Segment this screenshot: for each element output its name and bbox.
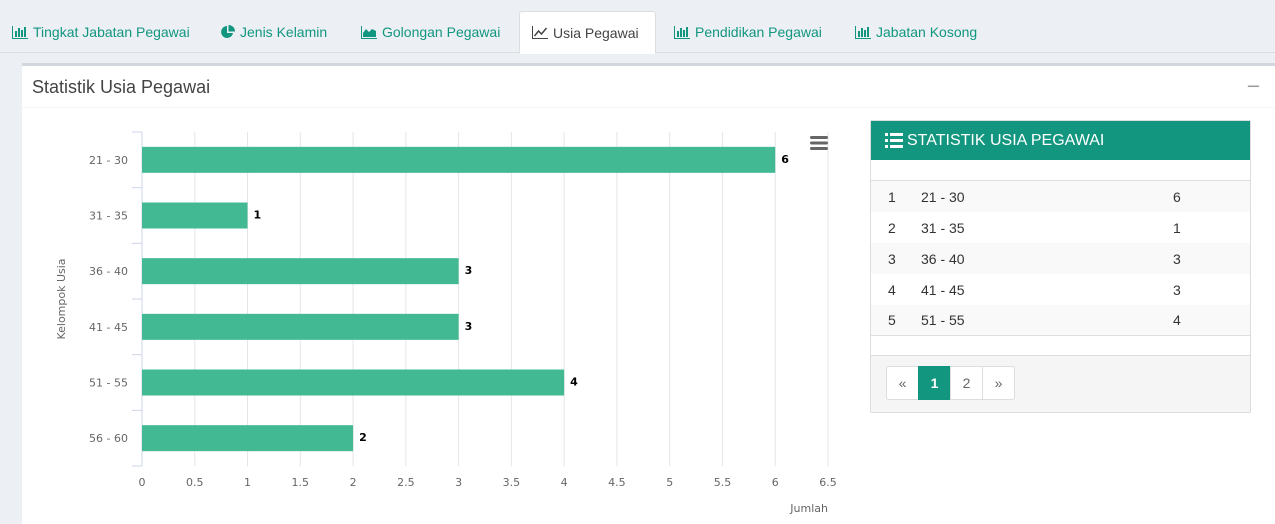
pie-chart-icon bbox=[221, 25, 235, 38]
bar bbox=[142, 313, 459, 340]
bar-chart-icon bbox=[855, 25, 871, 39]
tab-golongan-pegawai[interactable]: Golongan Pegawai bbox=[349, 11, 512, 53]
row-age-range: 21 - 30 bbox=[921, 188, 965, 205]
tab-jabatan-kosong[interactable]: Jabatan Kosong bbox=[843, 11, 989, 53]
x-tick-label: 6.5 bbox=[819, 476, 837, 489]
row-age-range: 41 - 45 bbox=[921, 281, 965, 298]
tab-jenis-kelamin[interactable]: Jenis Kelamin bbox=[209, 11, 339, 53]
pagination-prev[interactable]: « bbox=[886, 366, 919, 400]
tab-pendidikan-pegawai[interactable]: Pendidikan Pegawai bbox=[662, 11, 834, 53]
age-bar-chart: 0 0.5 1 1.5 2 2.5 3 3.5 4 4.5 5 5.5 6 6.5 21 - 30 6 31 -… bbox=[52, 124, 872, 524]
x-tick-label: 6 bbox=[772, 476, 779, 489]
row-count: 4 bbox=[1173, 312, 1181, 328]
panel-footer: « 1 2 » bbox=[871, 355, 1250, 412]
bar bbox=[142, 369, 565, 396]
data-label: 3 bbox=[465, 320, 473, 333]
area-chart-icon bbox=[361, 25, 377, 39]
data-label: 6 bbox=[781, 153, 789, 166]
pagination: « 1 2 » bbox=[886, 366, 1015, 400]
table-row: 1 21 - 30 6 bbox=[871, 181, 1250, 212]
row-number: 1 bbox=[888, 188, 896, 205]
tab-label: Jabatan Kosong bbox=[876, 24, 978, 40]
pagination-page-2[interactable]: 2 bbox=[950, 366, 983, 400]
row-number: 3 bbox=[888, 250, 896, 267]
panel-title: STATISTIK USIA PEGAWAI bbox=[907, 131, 1105, 149]
x-tick-label: 3 bbox=[455, 476, 462, 489]
bar bbox=[142, 258, 459, 285]
data-label: 1 bbox=[254, 209, 262, 222]
row-count: 3 bbox=[1173, 250, 1181, 267]
x-tick-label: 1.5 bbox=[292, 476, 310, 489]
y-tick-label: 31 - 35 bbox=[89, 210, 128, 223]
table-row: 4 41 - 45 3 bbox=[871, 274, 1250, 305]
row-age-range: 51 - 55 bbox=[921, 312, 965, 328]
x-tick-label: 4 bbox=[561, 476, 568, 489]
pagination-page-1[interactable]: 1 bbox=[918, 366, 951, 400]
row-count: 3 bbox=[1173, 281, 1181, 298]
y-tick-label: 36 - 40 bbox=[89, 265, 128, 278]
statistics-table: 1 21 - 30 6 2 31 - 35 1 3 36 - 40 3 4 41… bbox=[871, 180, 1250, 336]
row-number: 5 bbox=[888, 312, 896, 328]
row-age-range: 36 - 40 bbox=[921, 250, 965, 267]
y-tick-label: 21 - 30 bbox=[89, 154, 128, 167]
row-number: 4 bbox=[888, 281, 896, 298]
tab-label: Golongan Pegawai bbox=[382, 24, 501, 40]
data-label: 2 bbox=[359, 431, 367, 444]
tab-label: Usia Pegawai bbox=[553, 24, 639, 41]
tab-bar: Tingkat Jabatan Pegawai Jenis Kelamin Go… bbox=[0, 0, 1275, 54]
collapse-button[interactable]: − bbox=[1245, 76, 1261, 97]
bar bbox=[142, 146, 776, 173]
line-chart-icon bbox=[532, 26, 548, 39]
row-count: 6 bbox=[1173, 188, 1181, 205]
row-age-range: 31 - 35 bbox=[921, 219, 965, 236]
x-tick-label: 5 bbox=[666, 476, 673, 489]
bar-chart-icon bbox=[674, 25, 690, 39]
x-tick-label: 1 bbox=[244, 476, 251, 489]
x-tick-label: 0.5 bbox=[186, 476, 204, 489]
chart-svg: 0 0.5 1 1.5 2 2.5 3 3.5 4 4.5 5 5.5 6 6.5 21 - 30 6 31 -… bbox=[55, 131, 837, 515]
table-row: 3 36 - 40 3 bbox=[871, 243, 1250, 274]
tab-label: Pendidikan Pegawai bbox=[695, 24, 822, 40]
x-tick-label: 2.5 bbox=[397, 476, 415, 489]
x-tick-label: 4.5 bbox=[608, 476, 626, 489]
data-label: 4 bbox=[570, 376, 578, 389]
tab-label: Tingkat Jabatan Pegawai bbox=[33, 24, 190, 40]
panel-heading: STATISTIK USIA PEGAWAI bbox=[871, 121, 1250, 160]
chart-menu-icon[interactable] bbox=[810, 136, 828, 150]
bar-chart-icon bbox=[12, 25, 28, 39]
bar bbox=[142, 425, 354, 452]
tab-tingkat-jabatan-pegawai[interactable]: Tingkat Jabatan Pegawai bbox=[0, 11, 202, 53]
box-header: Statistik Usia Pegawai − bbox=[22, 66, 1275, 108]
y-axis-title: Kelompok Usia bbox=[55, 258, 68, 339]
y-tick-label: 41 - 45 bbox=[89, 321, 128, 334]
y-tick-label: 56 - 60 bbox=[89, 432, 128, 445]
row-number: 2 bbox=[888, 219, 896, 236]
statistics-table-panel: STATISTIK USIA PEGAWAI 1 21 - 30 6 2 31 … bbox=[870, 120, 1251, 413]
statistics-box: Statistik Usia Pegawai − 0 0.5 1 1.5 2 2.5 3 3.… bbox=[22, 63, 1275, 524]
data-label: 3 bbox=[465, 264, 473, 277]
tab-label: Jenis Kelamin bbox=[240, 24, 328, 40]
y-tick-label: 51 - 55 bbox=[89, 377, 128, 390]
list-icon bbox=[885, 133, 903, 148]
table-row: 2 31 - 35 1 bbox=[871, 212, 1250, 243]
x-tick-label: 5.5 bbox=[714, 476, 732, 489]
x-axis-title: Jumlah bbox=[789, 502, 828, 515]
row-count: 1 bbox=[1173, 219, 1181, 236]
x-tick-label: 2 bbox=[350, 476, 357, 489]
pagination-next[interactable]: » bbox=[982, 366, 1015, 400]
x-tick-label: 3.5 bbox=[503, 476, 521, 489]
table-row: 5 51 - 55 4 bbox=[871, 305, 1250, 336]
box-title: Statistik Usia Pegawai bbox=[32, 77, 211, 97]
tab-usia-pegawai[interactable]: Usia Pegawai bbox=[519, 11, 656, 54]
bar bbox=[142, 202, 248, 229]
x-tick-label: 0 bbox=[139, 476, 146, 489]
